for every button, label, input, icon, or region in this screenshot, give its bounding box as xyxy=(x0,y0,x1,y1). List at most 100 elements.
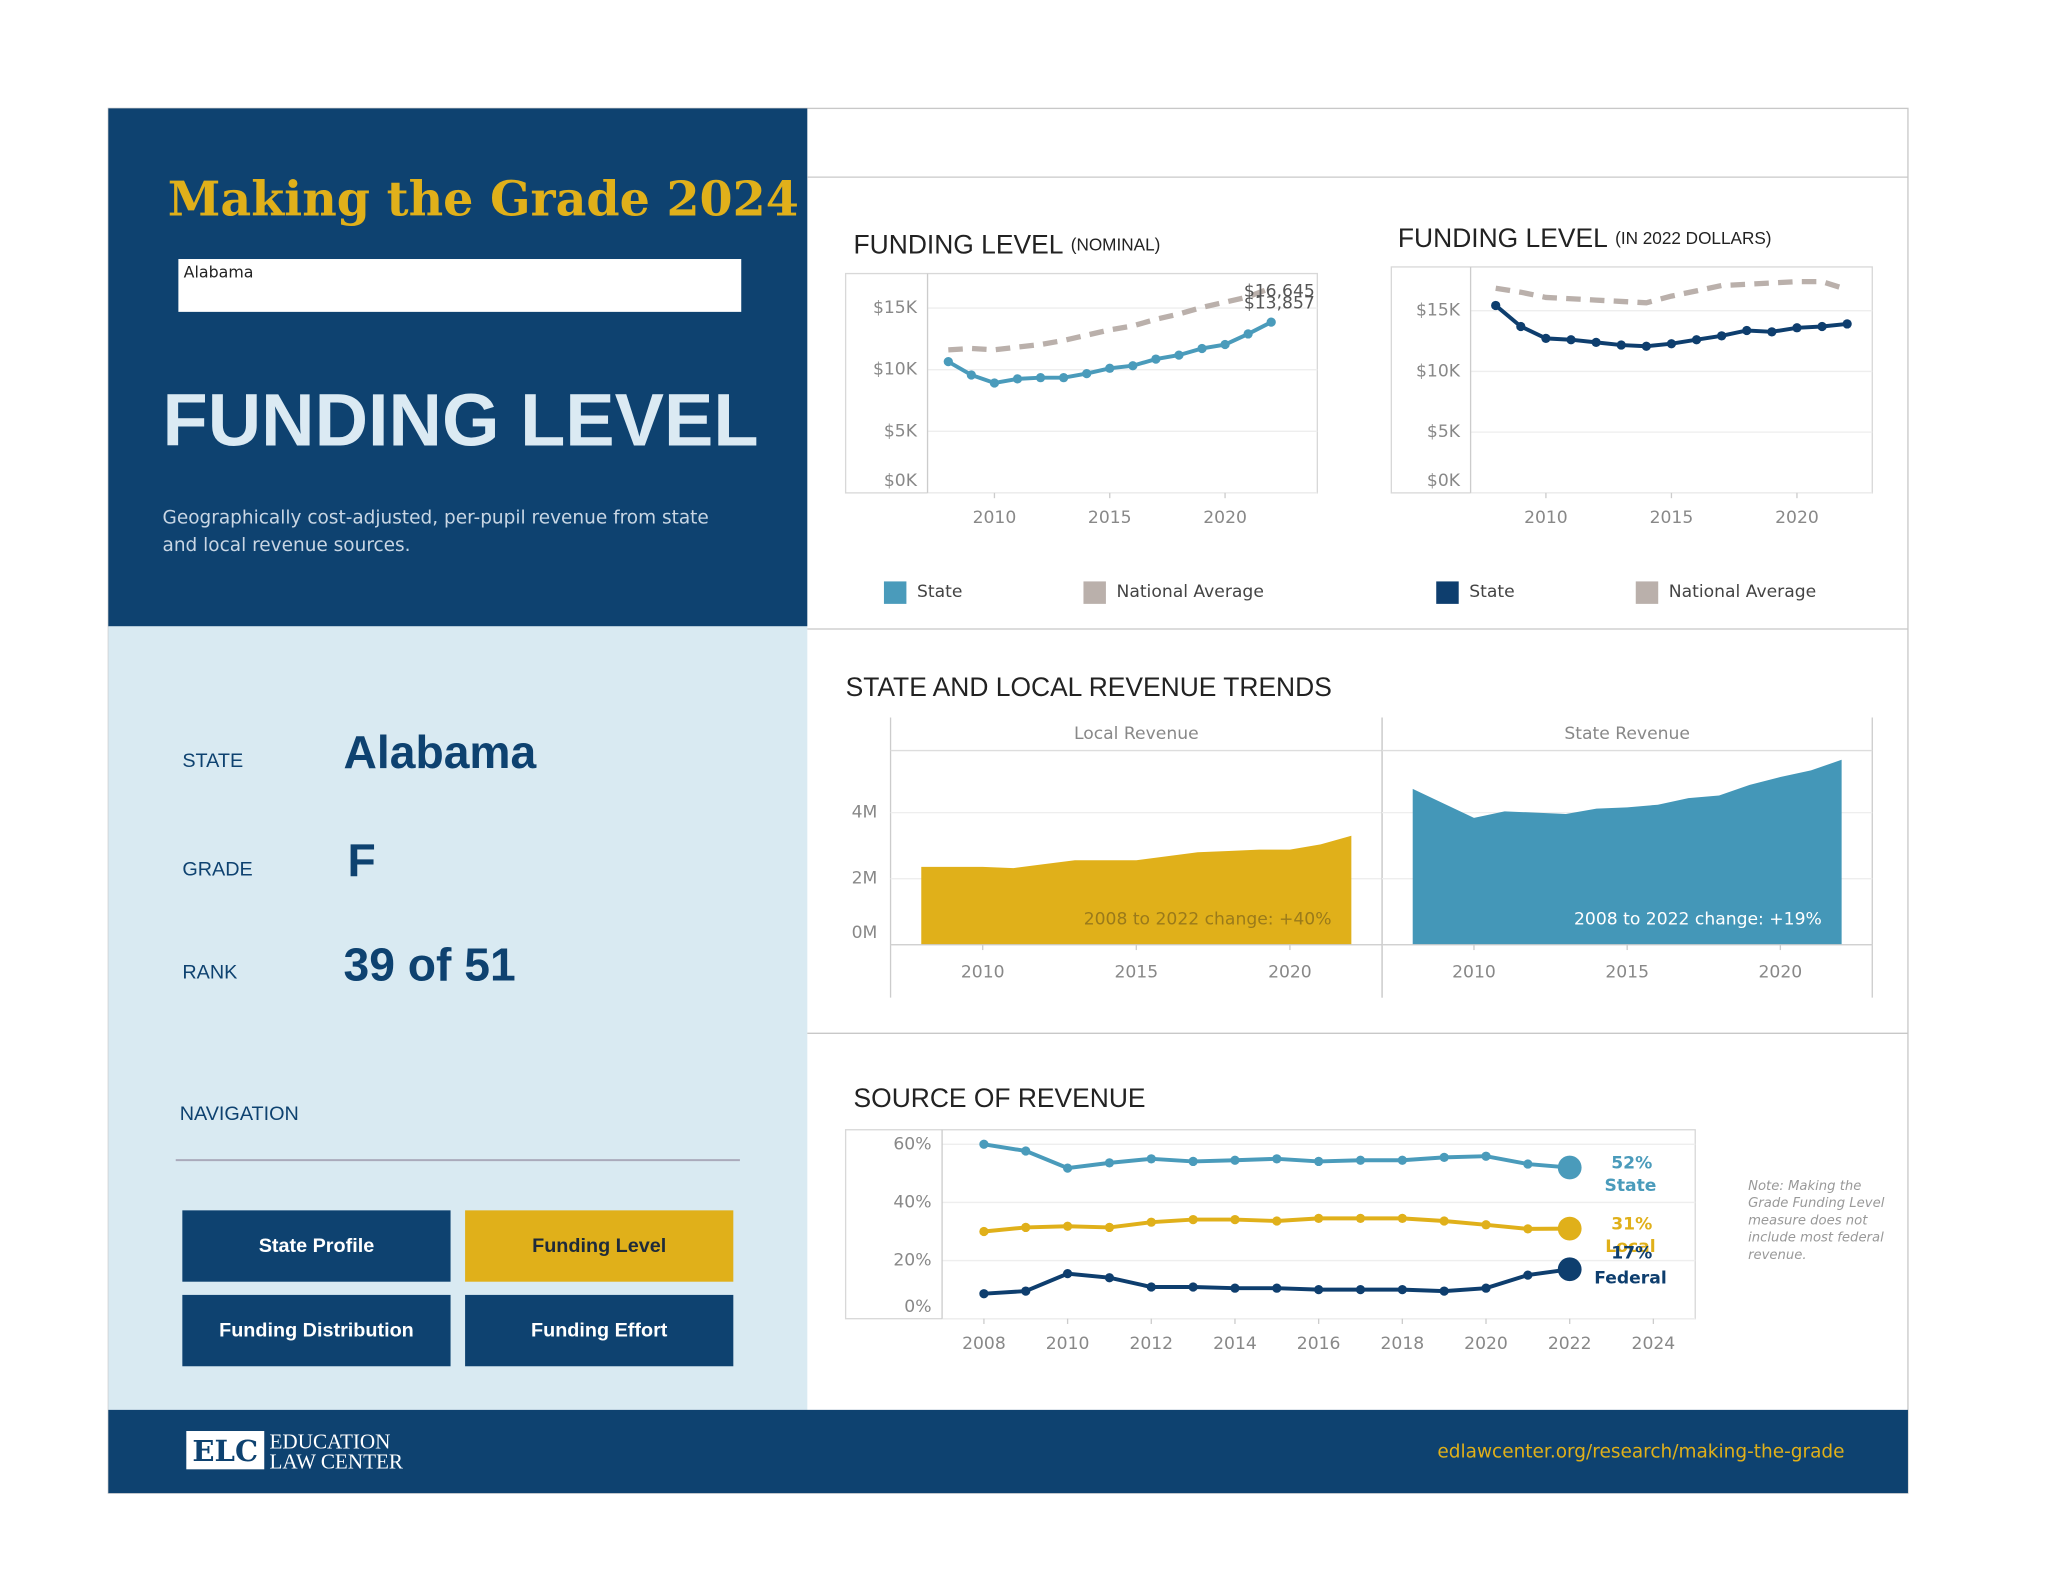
data-point xyxy=(1439,1286,1449,1296)
note-line: revenue. xyxy=(1748,1248,1807,1263)
org-name: EDUCATION xyxy=(270,1430,391,1454)
chart-title: SOURCE OF REVENUE xyxy=(854,1083,1146,1113)
x-tick-label: 2010 xyxy=(1046,1334,1090,1354)
data-point xyxy=(1021,1286,1031,1296)
data-point xyxy=(1842,319,1852,329)
data-point xyxy=(1641,341,1651,351)
y-tick-label: 0% xyxy=(904,1297,931,1317)
data-point xyxy=(1481,1151,1491,1161)
data-point xyxy=(1105,363,1115,373)
data-point xyxy=(1439,1152,1449,1162)
y-tick-label: $10K xyxy=(873,360,918,380)
y-tick-label: $15K xyxy=(1416,301,1461,321)
header-panel xyxy=(108,108,808,627)
annotation: 2008 to 2022 change: +19% xyxy=(1574,910,1822,930)
y-tick-label: 40% xyxy=(893,1192,931,1212)
annotation: 2008 to 2022 change: +40% xyxy=(1084,910,1332,930)
data-point xyxy=(1481,1220,1491,1230)
data-point xyxy=(1197,343,1207,354)
x-tick-label: 2008 xyxy=(962,1334,1006,1354)
data-point xyxy=(1541,333,1551,343)
series-label: State xyxy=(1604,1176,1656,1196)
description: Geographically cost-adjusted, per-pupil … xyxy=(163,507,709,528)
footer-url[interactable]: edlawcenter.org/research/making-the-grad… xyxy=(1437,1442,1844,1463)
data-point xyxy=(1104,1158,1115,1168)
nav-button-label[interactable]: Funding Effort xyxy=(531,1320,668,1342)
nav-button-label[interactable]: State Profile xyxy=(259,1235,375,1257)
series-label: Local xyxy=(1605,1237,1655,1257)
profile-value: F xyxy=(347,834,375,886)
legend-label: State xyxy=(1469,582,1514,602)
series-line xyxy=(1495,279,1848,306)
data-point xyxy=(1188,1282,1198,1292)
data-point xyxy=(1062,1163,1073,1173)
nav-button[interactable] xyxy=(182,1294,451,1367)
y-tick-label: $0K xyxy=(1427,471,1461,491)
title: Making the Grade 2024 xyxy=(168,172,799,228)
data-point xyxy=(1188,1156,1198,1167)
x-tick-label: 2016 xyxy=(1297,1334,1341,1354)
profile-label: STATE xyxy=(182,750,243,772)
y-tick-label: $5K xyxy=(1427,422,1461,442)
nav-button[interactable] xyxy=(465,1294,734,1367)
x-tick-label: 2010 xyxy=(1452,963,1496,983)
data-point xyxy=(1062,1269,1073,1279)
x-tick-label: 2015 xyxy=(1650,508,1694,528)
chart-title-text: STATE AND LOCAL REVENUE TRENDS xyxy=(846,672,1332,702)
x-tick-label: 2015 xyxy=(1088,508,1132,528)
chart-title-text: FUNDING LEVEL xyxy=(854,229,1064,259)
data-point xyxy=(1557,1257,1582,1282)
chart-subtitle: (IN 2022 DOLLARS) xyxy=(1615,228,1771,248)
legend-label: State xyxy=(917,582,962,602)
data-point xyxy=(1557,1155,1582,1180)
legend-swatch xyxy=(1436,581,1459,604)
page-title: FUNDING LEVEL xyxy=(163,379,759,462)
x-tick-label: 2015 xyxy=(1605,963,1649,983)
data-point xyxy=(1146,1217,1156,1227)
data-point xyxy=(1481,1283,1491,1293)
data-point xyxy=(1523,1224,1533,1234)
facet-title: Local Revenue xyxy=(1074,724,1199,744)
state-select-value[interactable]: Alabama xyxy=(184,263,254,282)
x-tick-label: 2015 xyxy=(1114,963,1158,983)
value-label: 31% xyxy=(1611,1215,1652,1235)
nav-button-label[interactable]: Funding Distribution xyxy=(219,1320,414,1342)
x-tick-label: 2012 xyxy=(1129,1334,1173,1354)
data-point xyxy=(1523,1159,1533,1169)
data-point xyxy=(1104,1222,1115,1233)
data-point xyxy=(1557,1216,1582,1241)
nav-button-label[interactable]: Funding Level xyxy=(532,1235,666,1257)
nav-button[interactable] xyxy=(182,1210,451,1282)
data-point xyxy=(1792,323,1802,333)
y-tick-label: 4M xyxy=(852,803,878,823)
data-point xyxy=(1272,1283,1282,1293)
data-point xyxy=(979,1139,989,1149)
data-point xyxy=(1314,1213,1324,1224)
data-point xyxy=(1230,1155,1240,1165)
chart-subtitle: (NOMINAL) xyxy=(1071,234,1161,254)
description: and local revenue sources. xyxy=(163,535,411,556)
chart-title: FUNDING LEVEL (IN 2022 DOLLARS) xyxy=(1398,223,1772,253)
state-select[interactable] xyxy=(178,259,742,312)
note: Note: Making the Grade Funding Level measu… xyxy=(1748,1179,1885,1263)
value-label: 52% xyxy=(1611,1154,1652,1174)
nav-button[interactable] xyxy=(465,1210,734,1282)
data-point xyxy=(1146,1154,1156,1164)
legend-swatch xyxy=(883,581,907,604)
legend-label: National Average xyxy=(1116,582,1263,602)
data-point xyxy=(1062,1221,1073,1231)
footer xyxy=(108,1409,1908,1494)
x-tick-label: 2024 xyxy=(1632,1334,1676,1354)
data-point xyxy=(1742,325,1752,336)
data-point xyxy=(1355,1155,1366,1165)
x-tick-label: 2022 xyxy=(1548,1334,1592,1354)
data-point xyxy=(1230,1283,1240,1293)
data-point xyxy=(1082,368,1092,379)
org-name: LAW CENTER xyxy=(270,1449,404,1473)
chart-title: STATE AND LOCAL REVENUE TRENDS xyxy=(846,672,1332,702)
data-point xyxy=(1355,1285,1366,1295)
nav-buttons: State Profile Funding Level Funding Distri… xyxy=(182,1210,734,1367)
data-point xyxy=(1035,373,1046,383)
data-point xyxy=(1220,339,1230,350)
